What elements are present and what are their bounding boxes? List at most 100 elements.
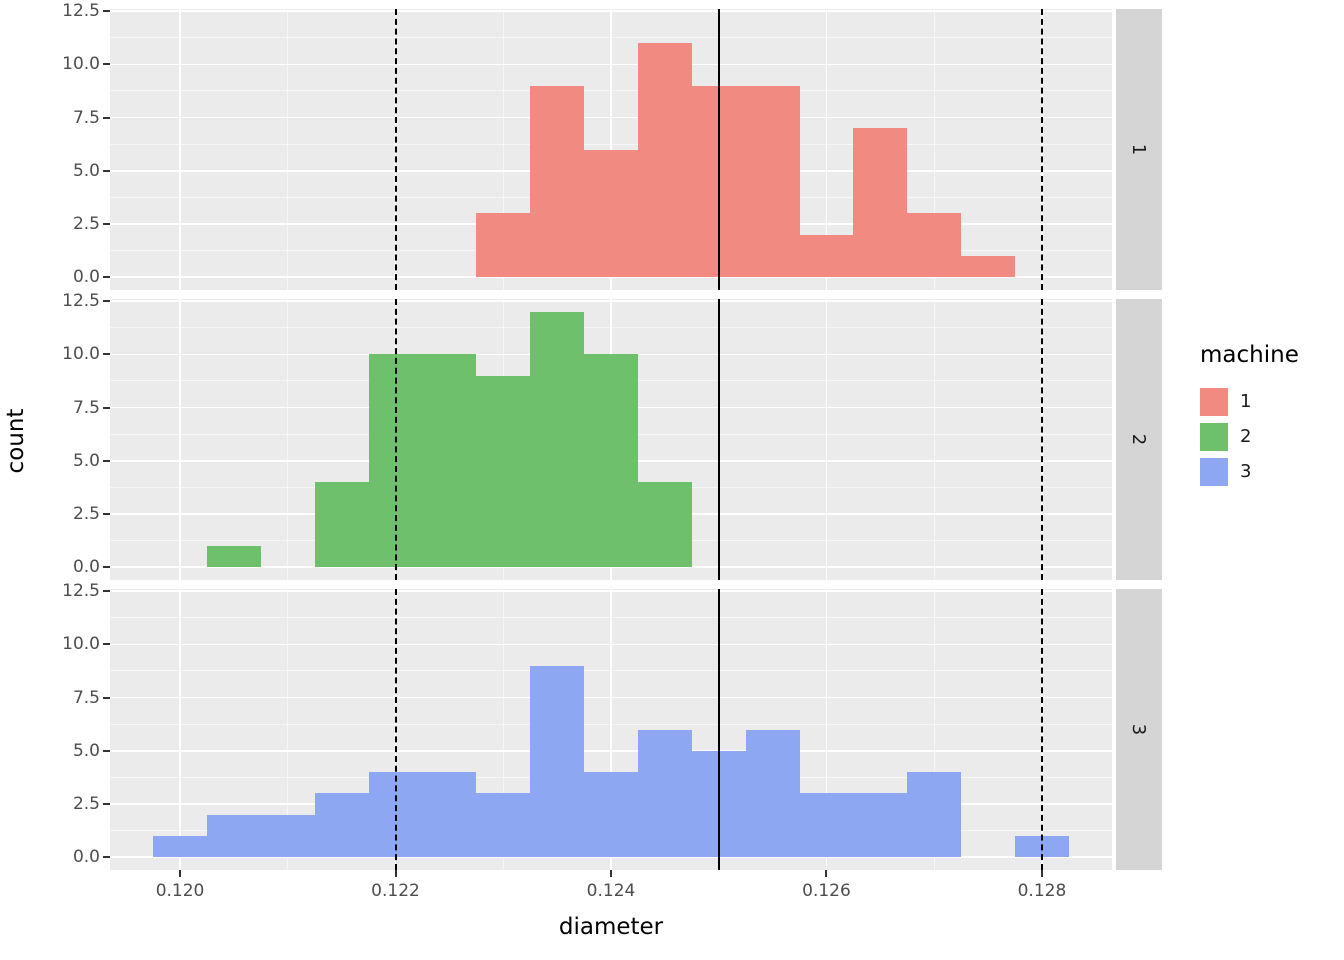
y-axis-tick-label: 5.0 — [72, 450, 100, 471]
reference-line-solid — [717, 299, 720, 580]
x-minor-gridline — [287, 589, 289, 870]
histogram-bar — [260, 814, 315, 858]
histogram-bar — [584, 149, 638, 278]
legend-entry-label: 3 — [1240, 461, 1252, 482]
y-axis-tick-label: 5.0 — [72, 740, 100, 761]
histogram-bar — [745, 85, 800, 278]
x-minor-gridline — [502, 9, 504, 290]
y-axis-tick-mark — [103, 513, 110, 515]
facet-panel-3 — [110, 589, 1112, 870]
x-axis-tick-label: 0.122 — [371, 881, 420, 901]
legend-key-swatch — [1200, 422, 1228, 451]
x-axis-tick-mark — [825, 870, 828, 877]
reference-line-solid — [717, 589, 720, 870]
reference-line-dashed — [1040, 299, 1043, 580]
x-major-gridline — [825, 299, 828, 580]
facet-strip-3: 3 — [1116, 589, 1162, 870]
histogram-bar — [584, 354, 638, 568]
x-minor-gridline — [933, 589, 935, 870]
y-axis-tick-label: 0.0 — [72, 267, 100, 288]
y-axis-tick-mark — [103, 300, 110, 303]
y-axis-tick-mark — [103, 169, 110, 172]
y-axis-tick-mark — [103, 116, 110, 119]
histogram-bar — [745, 729, 800, 858]
legend-key-swatch — [1200, 387, 1228, 416]
x-axis-tick-mark — [394, 870, 397, 877]
y-axis-title: count — [3, 408, 29, 474]
y-axis-tick-label: 7.5 — [72, 107, 100, 128]
histogram-bar — [206, 545, 261, 568]
x-major-gridline — [825, 589, 828, 870]
x-axis-tick-mark — [610, 870, 612, 877]
x-axis-title: diameter — [558, 914, 664, 940]
y-axis-tick-label: 7.5 — [72, 397, 100, 418]
x-minor-gridline — [287, 299, 289, 580]
x-axis-tick-mark — [1040, 870, 1043, 877]
legend-entry: 3 — [1200, 454, 1299, 489]
y-axis-tick-mark — [103, 749, 110, 752]
histogram-bar — [853, 128, 908, 278]
facet-panel-1 — [110, 9, 1112, 290]
y-axis-tick-label: 5.0 — [72, 160, 100, 181]
reference-line-solid — [717, 9, 720, 290]
y-axis-tick-label: 2.5 — [72, 214, 100, 234]
y-axis-tick-label: 7.5 — [72, 687, 100, 708]
histogram-bar — [799, 234, 854, 278]
histogram-bar — [637, 43, 692, 278]
legend-entry: 2 — [1200, 419, 1299, 454]
y-axis-tick-label: 12.5 — [62, 1, 100, 22]
reference-line-dashed — [1040, 589, 1043, 870]
x-major-gridline — [825, 9, 828, 290]
x-axis-tick-label: 0.124 — [586, 881, 636, 901]
histogram-bar — [530, 311, 585, 568]
y-axis-tick-label: 12.5 — [62, 291, 100, 312]
y-axis-tick-mark — [103, 803, 110, 805]
y-axis-tick-label: 0.0 — [72, 847, 100, 868]
histogram-bar — [476, 213, 531, 278]
reference-line-dashed — [1040, 9, 1043, 290]
y-axis-tick-label: 10.0 — [62, 54, 100, 75]
legend-key-swatch — [1200, 457, 1228, 486]
legend-entries: 1 2 3 — [1200, 384, 1299, 489]
histogram-bar — [961, 255, 1016, 278]
y-axis-tick-label: 10.0 — [62, 634, 100, 655]
x-minor-gridline — [502, 589, 504, 870]
y-axis-tick-mark — [103, 590, 110, 593]
histogram-bar — [907, 772, 962, 858]
x-major-gridline — [610, 589, 612, 870]
histogram-bar — [799, 793, 854, 858]
facet-strip-label: 3 — [1128, 723, 1150, 736]
facet-strip-2: 2 — [1116, 299, 1162, 580]
histogram-bar — [206, 814, 261, 858]
reference-line-dashed — [394, 589, 397, 870]
y-axis-tick-mark — [103, 459, 110, 462]
facet-panel-2 — [110, 299, 1112, 580]
y-axis-tick-label: 12.5 — [62, 581, 100, 602]
legend: machine 1 2 3 — [1200, 342, 1299, 489]
y-axis-tick-mark — [103, 406, 110, 409]
x-axis-tick-mark — [179, 870, 182, 877]
histogram-bar — [153, 835, 207, 858]
x-minor-gridline — [933, 9, 935, 290]
y-axis-tick-label: 2.5 — [72, 504, 100, 524]
y-axis-tick-mark — [103, 63, 110, 66]
histogram-bar — [476, 793, 531, 858]
histogram-bar — [584, 772, 638, 858]
legend-entry: 1 — [1200, 384, 1299, 419]
legend-entry-label: 2 — [1240, 426, 1252, 447]
x-axis-tick-label: 0.128 — [1017, 881, 1067, 901]
histogram-bar — [422, 772, 477, 858]
x-major-gridline — [179, 589, 181, 870]
x-minor-gridline — [287, 9, 289, 290]
x-axis-tick-label: 0.126 — [802, 881, 851, 901]
x-axis-tick-label: 0.120 — [155, 881, 205, 901]
histogram-bar — [853, 793, 908, 858]
histogram-bar — [530, 665, 585, 858]
histogram-bar — [422, 354, 477, 568]
legend-title: machine — [1200, 342, 1299, 368]
y-axis-tick-mark — [103, 353, 110, 356]
y-axis-tick-mark — [103, 643, 110, 646]
x-major-gridline — [179, 9, 181, 290]
y-axis-tick-mark — [103, 10, 110, 13]
